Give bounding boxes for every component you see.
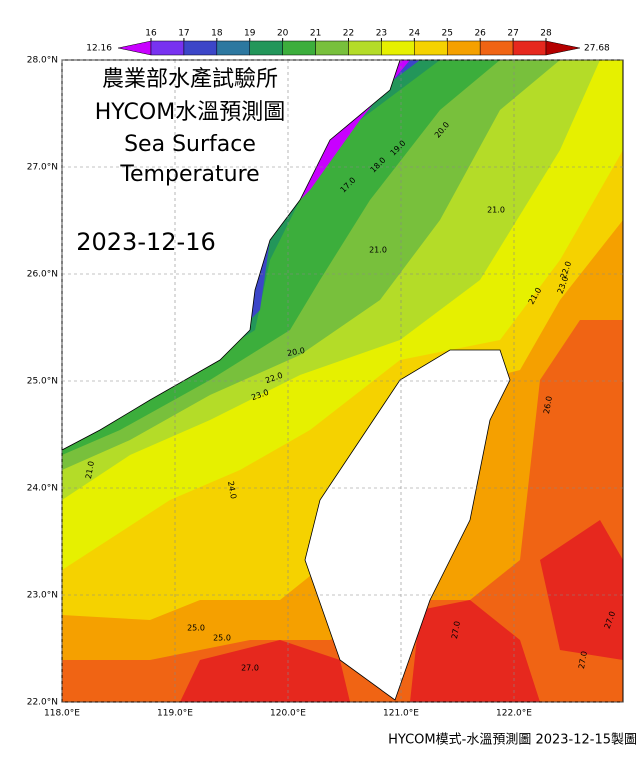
lon-tick-label: 119.0°E bbox=[157, 709, 193, 719]
sst-region bbox=[62, 60, 401, 451]
colorbar-tick-label: 21 bbox=[310, 29, 321, 39]
contour-label: 27.0 bbox=[577, 650, 589, 669]
contour-label: 21.0 bbox=[487, 206, 505, 215]
colorbar-min: 12.16 bbox=[86, 44, 112, 54]
colorbar-tick-label: 27 bbox=[507, 29, 518, 39]
colorbar-segment bbox=[282, 40, 316, 56]
contour-label: 27.0 bbox=[241, 664, 259, 673]
map bbox=[62, 60, 623, 702]
footer: HYCOM模式-水溫預測圖 2023-12-15製圖 bbox=[388, 733, 637, 748]
sst-region bbox=[180, 640, 350, 702]
colorbar-segment bbox=[150, 40, 185, 56]
colorbar-segment bbox=[348, 40, 382, 56]
colorbar-segment bbox=[117, 40, 152, 56]
colorbar-max: 27.68 bbox=[584, 44, 610, 54]
lat-tick-label: 24.0°N bbox=[27, 484, 58, 494]
lon-tick-label: 118.0°E bbox=[44, 709, 80, 719]
lat-tick-label: 22.0°N bbox=[27, 698, 58, 708]
title-line: 農業部水產試驗所 bbox=[102, 67, 278, 92]
title-line: Temperature bbox=[119, 162, 259, 187]
contour-label: 21.0 bbox=[84, 460, 96, 479]
sst-region bbox=[304, 349, 511, 701]
lat-tick-label: 23.0°N bbox=[27, 591, 58, 601]
colorbar-segment bbox=[545, 40, 581, 56]
colorbar-tick-label: 17 bbox=[178, 29, 189, 39]
colorbar-tick-label: 24 bbox=[409, 29, 421, 39]
contour-label: 27.0 bbox=[450, 620, 462, 639]
sst-region bbox=[540, 520, 623, 660]
colorbar-tick-label: 23 bbox=[376, 29, 387, 39]
lat-tick-label: 28.0°N bbox=[27, 56, 58, 66]
colorbar-tick-label: 26 bbox=[474, 29, 486, 39]
colorbar-tick-label: 16 bbox=[145, 29, 157, 39]
colorbar-tick-label: 18 bbox=[211, 29, 223, 39]
contour-label: 24.0 bbox=[226, 480, 238, 499]
colorbar-segment bbox=[414, 40, 448, 56]
title-line: HYCOM水溫預測圖 bbox=[95, 100, 285, 125]
colorbar-segment bbox=[381, 40, 415, 56]
colorbar-segment bbox=[216, 40, 250, 56]
sst-region bbox=[410, 600, 540, 702]
colorbar-tick-label: 20 bbox=[277, 29, 289, 39]
colorbar-tick-label: 22 bbox=[343, 29, 354, 39]
colorbar-tick-label: 28 bbox=[540, 29, 552, 39]
colorbar-segment bbox=[183, 40, 218, 56]
contour-label: 20.0 bbox=[286, 346, 305, 358]
lat-tick-label: 27.0°N bbox=[27, 163, 58, 173]
colorbar-tick-label: 19 bbox=[244, 29, 256, 39]
colorbar-segment bbox=[249, 40, 283, 56]
title-line: Sea Surface bbox=[124, 132, 256, 157]
date: 2023-12-16 bbox=[76, 228, 215, 256]
lon-tick-label: 122.0°E bbox=[496, 709, 532, 719]
colorbar-segment bbox=[512, 40, 547, 56]
lon-tick-label: 121.0°E bbox=[383, 709, 419, 719]
contour-label: 25.0 bbox=[213, 634, 231, 643]
lat-tick-label: 26.0°N bbox=[27, 270, 58, 280]
contour-label: 26.0 bbox=[542, 395, 554, 414]
colorbar-tick-label: 25 bbox=[442, 29, 453, 39]
colorbar-segment bbox=[447, 40, 481, 56]
lon-tick-label: 120.0°E bbox=[270, 709, 306, 719]
colorbar-segment bbox=[315, 40, 349, 56]
colorbar-segment bbox=[479, 40, 514, 56]
contour-label: 25.0 bbox=[187, 624, 205, 633]
contour-label: 21.0 bbox=[369, 246, 387, 255]
lat-tick-label: 25.0°N bbox=[27, 377, 58, 387]
